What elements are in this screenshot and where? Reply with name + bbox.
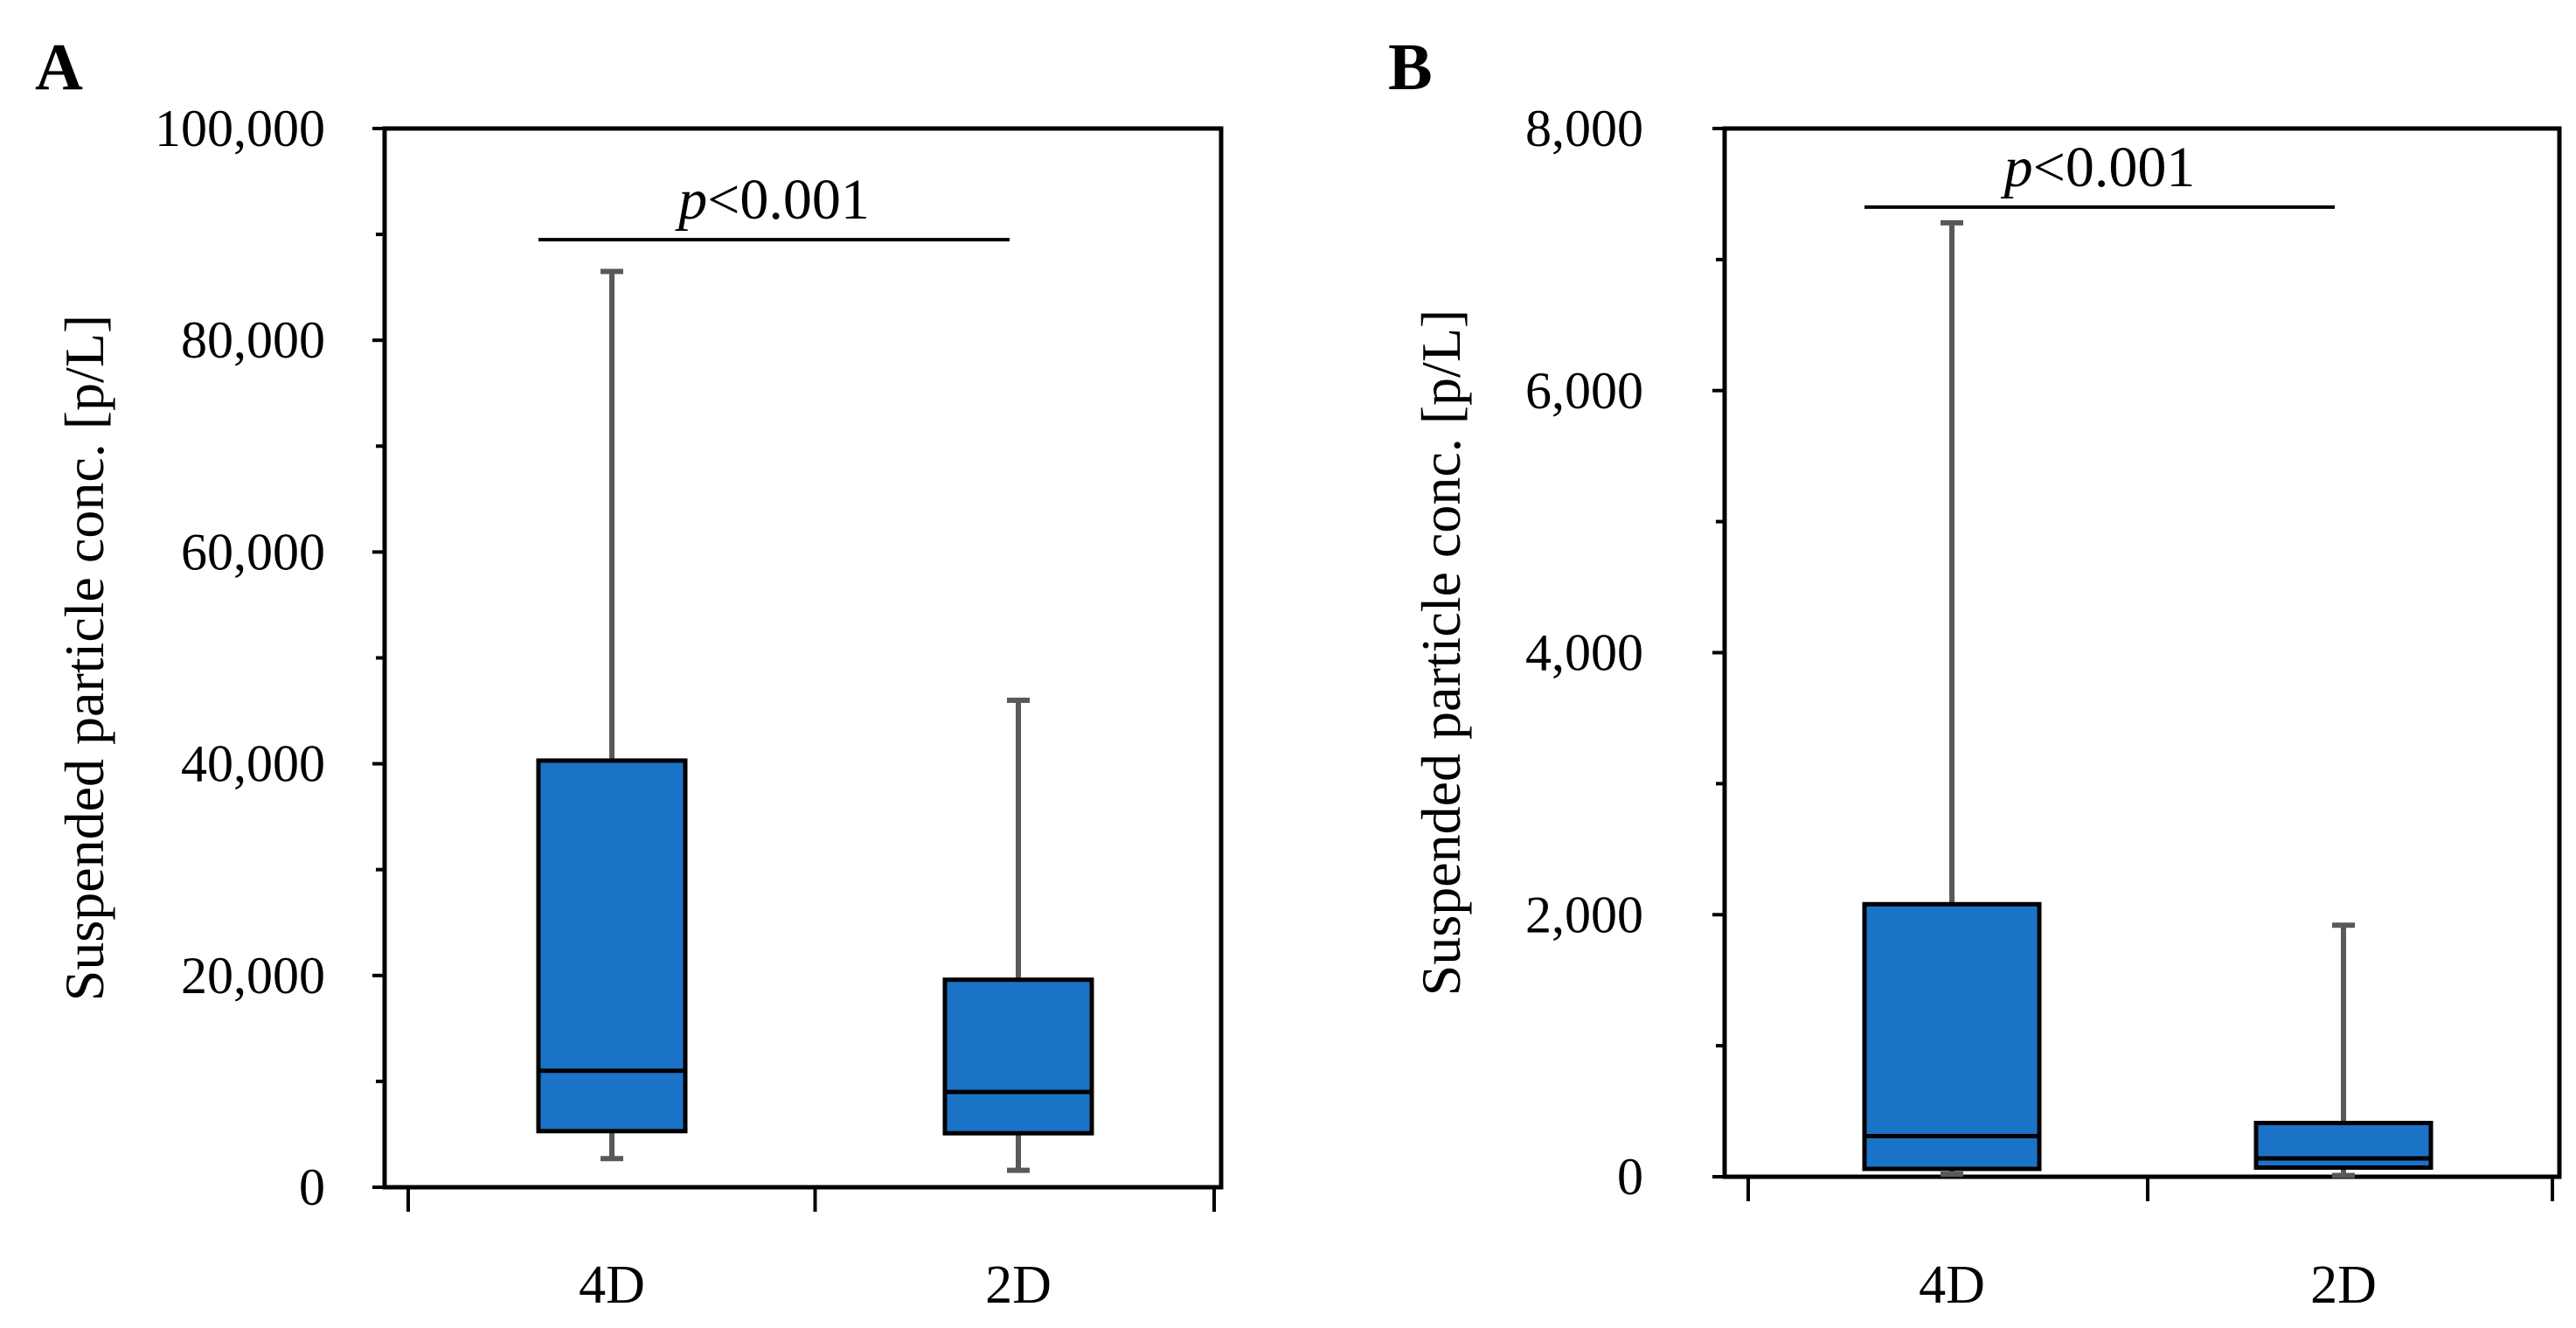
y-tick-label: 100,000 xyxy=(155,100,325,157)
box-4d xyxy=(1862,219,2042,1178)
y-tick-label: 0 xyxy=(1617,1148,1643,1206)
x-category-label: 2D xyxy=(2310,1255,2377,1315)
box-2d xyxy=(942,697,1094,1173)
y-tick-label: 20,000 xyxy=(181,947,325,1005)
significance-label: p<0.001 xyxy=(675,168,870,232)
y-tick-label: 2,000 xyxy=(1525,886,1643,943)
y-tick-label: 6,000 xyxy=(1525,362,1643,420)
y-axis-title: Suspended particle conc. [p/L] xyxy=(53,315,115,1002)
panel-label: B xyxy=(1388,31,1433,104)
panel-label: A xyxy=(35,31,83,104)
x-category-label: 2D xyxy=(985,1255,1052,1315)
box-iqr xyxy=(536,758,688,1134)
box-4d xyxy=(536,268,688,1162)
y-tick-label: 8,000 xyxy=(1525,100,1643,157)
p-value: <0.001 xyxy=(2033,136,2196,199)
box-iqr xyxy=(2253,1121,2434,1171)
x-category-label: 4D xyxy=(1919,1255,1985,1315)
p-symbol: p xyxy=(675,168,707,232)
p-symbol: p xyxy=(2001,136,2033,199)
y-tick-label: 40,000 xyxy=(181,735,325,793)
panel-b: B 0 2,000 4,000 6,000 8,000 Suspended particle… xyxy=(1388,31,2562,1315)
significance-label: p<0.001 xyxy=(2001,136,2196,199)
y-tick-label: 80,000 xyxy=(181,311,325,369)
panel-a: A 0 20,000 40,000 60,000 80,000 100,000 Suspend… xyxy=(35,31,1224,1315)
box-2d xyxy=(2253,922,2434,1179)
box-iqr xyxy=(942,977,1094,1136)
y-axis-title: Suspended particle conc. [p/L] xyxy=(1410,309,1472,997)
plot-frame xyxy=(1722,126,2562,1179)
y-tick-label: 60,000 xyxy=(181,523,325,581)
x-category-label: 4D xyxy=(579,1255,645,1315)
plot-frame xyxy=(382,126,1224,1190)
y-tick-label: 4,000 xyxy=(1525,624,1643,682)
box-iqr xyxy=(1862,901,2042,1172)
y-tick-label: 0 xyxy=(299,1158,325,1216)
p-value: <0.001 xyxy=(707,168,870,232)
